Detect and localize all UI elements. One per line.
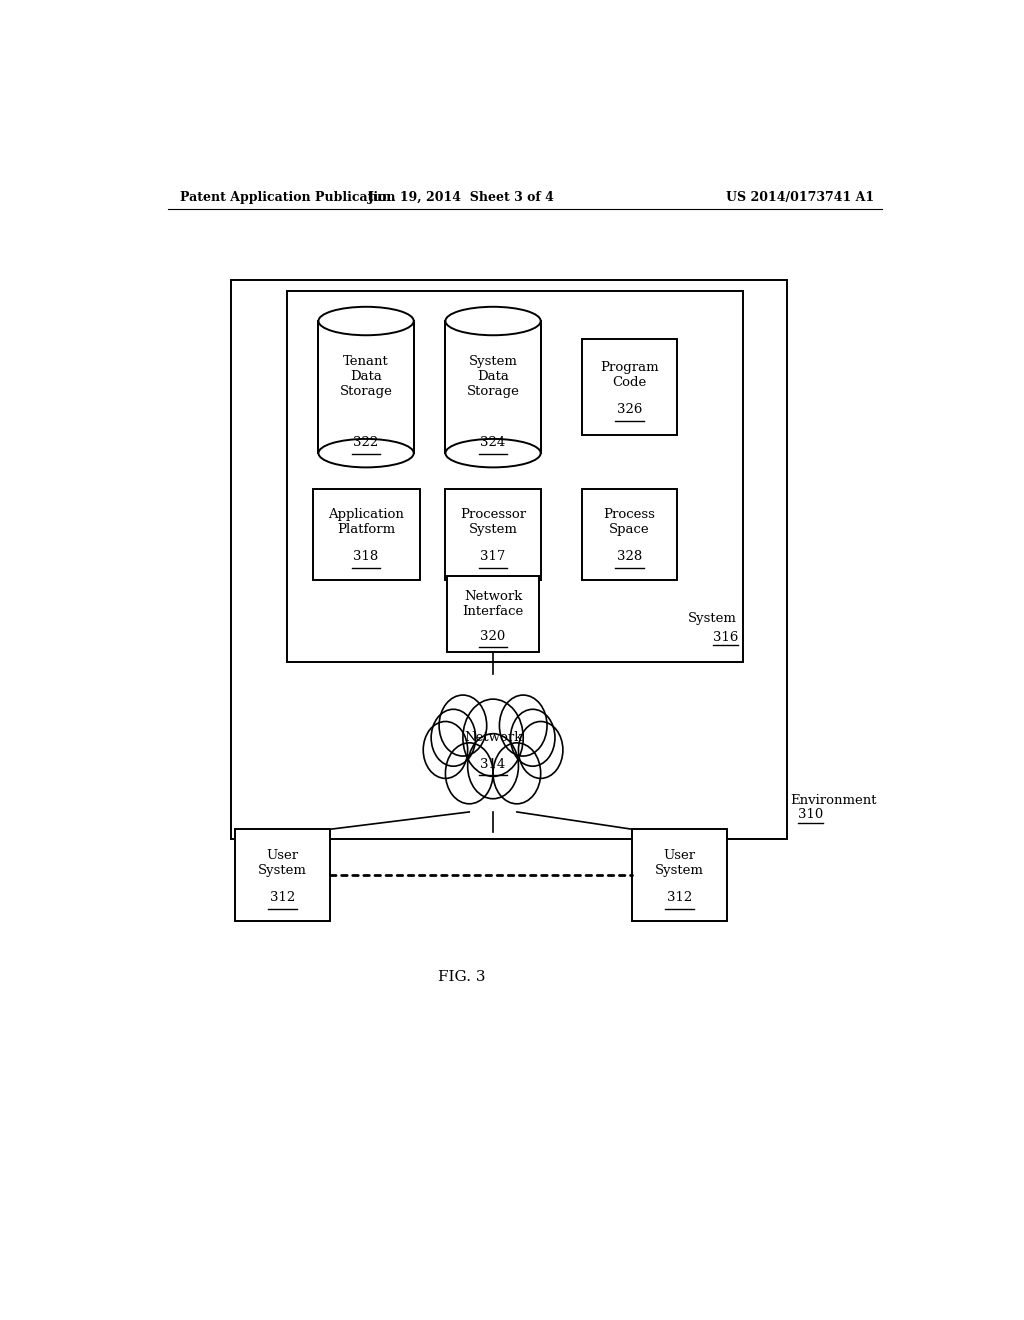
Text: 310: 310 (798, 808, 823, 821)
Bar (445, 321, 541, 453)
Text: 324: 324 (480, 437, 506, 450)
Text: User
System: User System (655, 849, 703, 876)
Circle shape (445, 743, 494, 804)
Text: User
System: User System (258, 849, 307, 876)
Text: 314: 314 (480, 758, 506, 771)
Bar (231, 280, 786, 840)
Text: 320: 320 (480, 630, 506, 643)
Text: Network: Network (464, 731, 522, 744)
Bar (312, 488, 420, 581)
Ellipse shape (318, 306, 414, 335)
Circle shape (468, 734, 518, 799)
Text: Jun. 19, 2014  Sheet 3 of 4: Jun. 19, 2014 Sheet 3 of 4 (368, 190, 555, 203)
Bar (287, 290, 743, 661)
Circle shape (518, 722, 563, 779)
Circle shape (423, 722, 468, 779)
Ellipse shape (445, 306, 541, 335)
Text: 326: 326 (616, 403, 642, 416)
Circle shape (500, 696, 547, 756)
Bar (632, 829, 727, 921)
Circle shape (439, 696, 486, 756)
Text: Network
Interface: Network Interface (463, 590, 523, 618)
Text: 318: 318 (353, 550, 379, 564)
Bar (445, 488, 541, 581)
Bar (582, 488, 677, 581)
Bar (236, 829, 331, 921)
Text: 322: 322 (353, 437, 379, 450)
Text: Processor
System: Processor System (460, 508, 526, 536)
Text: 316: 316 (713, 631, 738, 644)
Bar (447, 576, 539, 652)
Text: Application
Platform: Application Platform (328, 508, 404, 536)
Circle shape (494, 743, 541, 804)
Ellipse shape (445, 306, 541, 335)
Ellipse shape (318, 440, 414, 467)
Text: Patent Application Publication: Patent Application Publication (179, 190, 395, 203)
Text: Tenant
Data
Storage: Tenant Data Storage (340, 355, 392, 399)
Text: FIG. 3: FIG. 3 (437, 970, 485, 983)
Text: 312: 312 (270, 891, 295, 904)
Bar (582, 339, 677, 436)
Text: 312: 312 (667, 891, 692, 904)
Bar (318, 321, 414, 453)
Circle shape (463, 700, 523, 776)
Text: 317: 317 (480, 550, 506, 564)
Text: Program
Code: Program Code (600, 360, 658, 389)
Text: Environment: Environment (791, 795, 878, 808)
Text: System
Data
Storage: System Data Storage (467, 355, 519, 399)
Text: System: System (688, 612, 736, 626)
Circle shape (431, 709, 475, 766)
Text: 328: 328 (616, 550, 642, 564)
Ellipse shape (445, 440, 541, 467)
Ellipse shape (318, 306, 414, 335)
Text: Process
Space: Process Space (603, 508, 655, 536)
Circle shape (511, 709, 555, 766)
Text: US 2014/0173741 A1: US 2014/0173741 A1 (726, 190, 873, 203)
